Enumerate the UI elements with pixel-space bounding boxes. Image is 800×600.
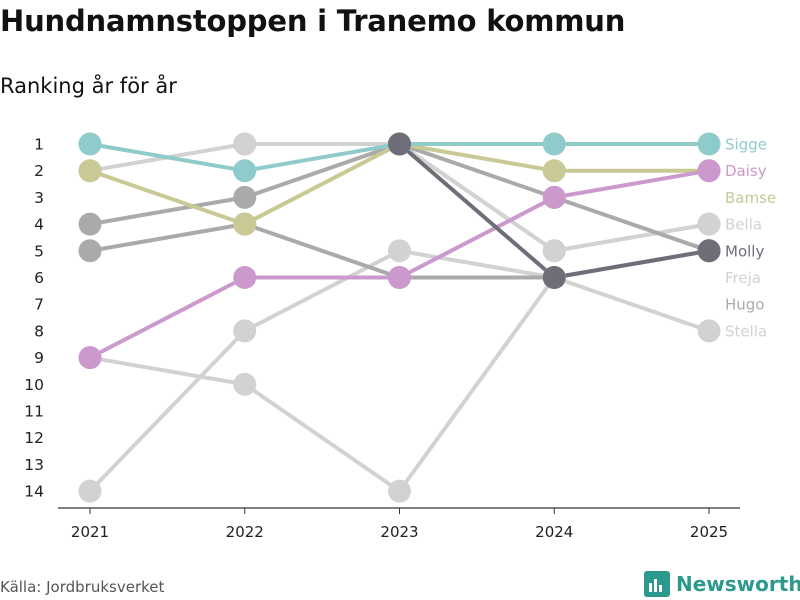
series-point-sigge2 [697,132,721,156]
x-tick-label: 2024 [535,523,573,541]
series-label-molly: Molly [725,242,764,260]
series-point-bella [233,132,257,156]
series-point-sigge2 [233,159,257,183]
y-tick-label: 12 [24,429,44,447]
points-layer [78,132,721,503]
chart-title: Hundnamnstoppen i Tranemo kommun [0,4,626,38]
series-point-hugo [78,479,102,503]
chart-subtitle: Ranking år för år [0,74,177,98]
y-tick-label: 6 [34,269,44,287]
series-point-stella [697,319,721,343]
series-point-sigge [388,266,411,289]
series-label-bella: Bella [725,216,762,234]
series-label-bamse: Bamse [725,189,776,207]
series-label-daisy: Daisy [725,162,767,180]
series-point-daisy [78,159,102,183]
series-line-sigge [88,168,711,360]
series-point-bamse [78,212,102,236]
series-point-lead [388,132,411,156]
series-point-stella [388,479,411,503]
series-point-lead [697,239,721,263]
y-tick-label: 3 [34,189,44,207]
series-point-bella [542,239,566,263]
x-tick-label: 2021 [71,523,109,541]
y-tick-label: 2 [34,162,44,180]
lines-layer [88,142,711,494]
source-note: Källa: Jordbruksverket [0,578,165,596]
y-tick-label: 13 [24,456,44,474]
series-point-lead [542,266,566,289]
series-point-hugo [233,319,257,343]
y-tick-label: 7 [34,296,44,314]
series-point-molly [78,239,102,263]
series-point-sigge2 [542,132,566,156]
brand-logo[interactable]: Newsworthy [644,569,800,599]
series-label-freja: Freja [725,269,761,287]
series-point-daisy [542,159,566,183]
x-tick-label: 2025 [690,523,728,541]
x-tick-label: 2022 [226,523,264,541]
y-tick-label: 11 [24,403,44,421]
series-point-sigge [542,185,566,209]
labels-layer: Sigge Daisy Bamse Bella Molly Freja Hugo Stella [725,136,776,341]
series-label-sigge: Sigge [725,136,767,154]
y-tick-label: 8 [34,322,44,340]
series-point-sigge [78,346,102,370]
series-point-stella [233,372,257,396]
series-point-hugo [388,239,411,263]
y-tick-label: 5 [34,242,44,260]
series-point-sigge [233,266,257,289]
series-point-bella [697,212,721,236]
x-tick-label: 2023 [380,523,418,541]
y-tick-label: 1 [34,136,44,154]
series-point-sigge [697,159,721,183]
y-tick-label: 4 [34,216,44,234]
y-tick-label: 9 [34,349,44,367]
y-tick-label: 14 [24,483,44,501]
series-point-sigge2 [78,132,102,156]
brand-name: Newsworthy [676,572,800,596]
y-tick-label: 10 [24,376,44,394]
newsworthy-logo-icon [644,571,670,597]
series-point-daisy [233,212,257,236]
series-label-hugo: Hugo [725,296,765,314]
series-label-stella: Stella [725,322,767,340]
series-point-bamse [233,185,257,209]
